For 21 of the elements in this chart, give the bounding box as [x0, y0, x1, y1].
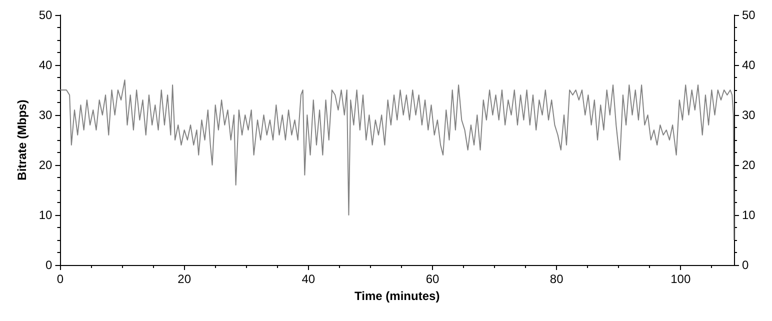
y-axis-title: Bitrate (Mbps) [15, 100, 29, 180]
y-tick-label: 40 [38, 58, 53, 72]
y-tick-label: 0 [46, 258, 53, 272]
y2-tick-label: 30 [742, 108, 756, 122]
y-tick-label: 30 [38, 108, 53, 122]
x-tick-label: 100 [670, 272, 691, 286]
y2-tick-label: 40 [742, 58, 756, 72]
x-tick-label: 40 [302, 272, 316, 286]
line-series [60, 80, 734, 240]
x-tick-label: 60 [426, 272, 440, 286]
y-tick-label: 10 [38, 208, 53, 222]
y2-tick-label: 20 [742, 158, 756, 172]
x-tick-label: 20 [178, 272, 192, 286]
x-tick-label: 0 [56, 272, 64, 286]
y-tick-label: 20 [38, 158, 53, 172]
y-tick-label: 50 [38, 8, 53, 22]
y2-tick-label: 0 [742, 258, 749, 272]
y2-tick-label: 50 [742, 8, 756, 22]
y2-tick-label: 10 [742, 208, 756, 222]
x-axis-title: Time (minutes) [354, 288, 440, 303]
x-tick-label: 80 [550, 272, 564, 286]
